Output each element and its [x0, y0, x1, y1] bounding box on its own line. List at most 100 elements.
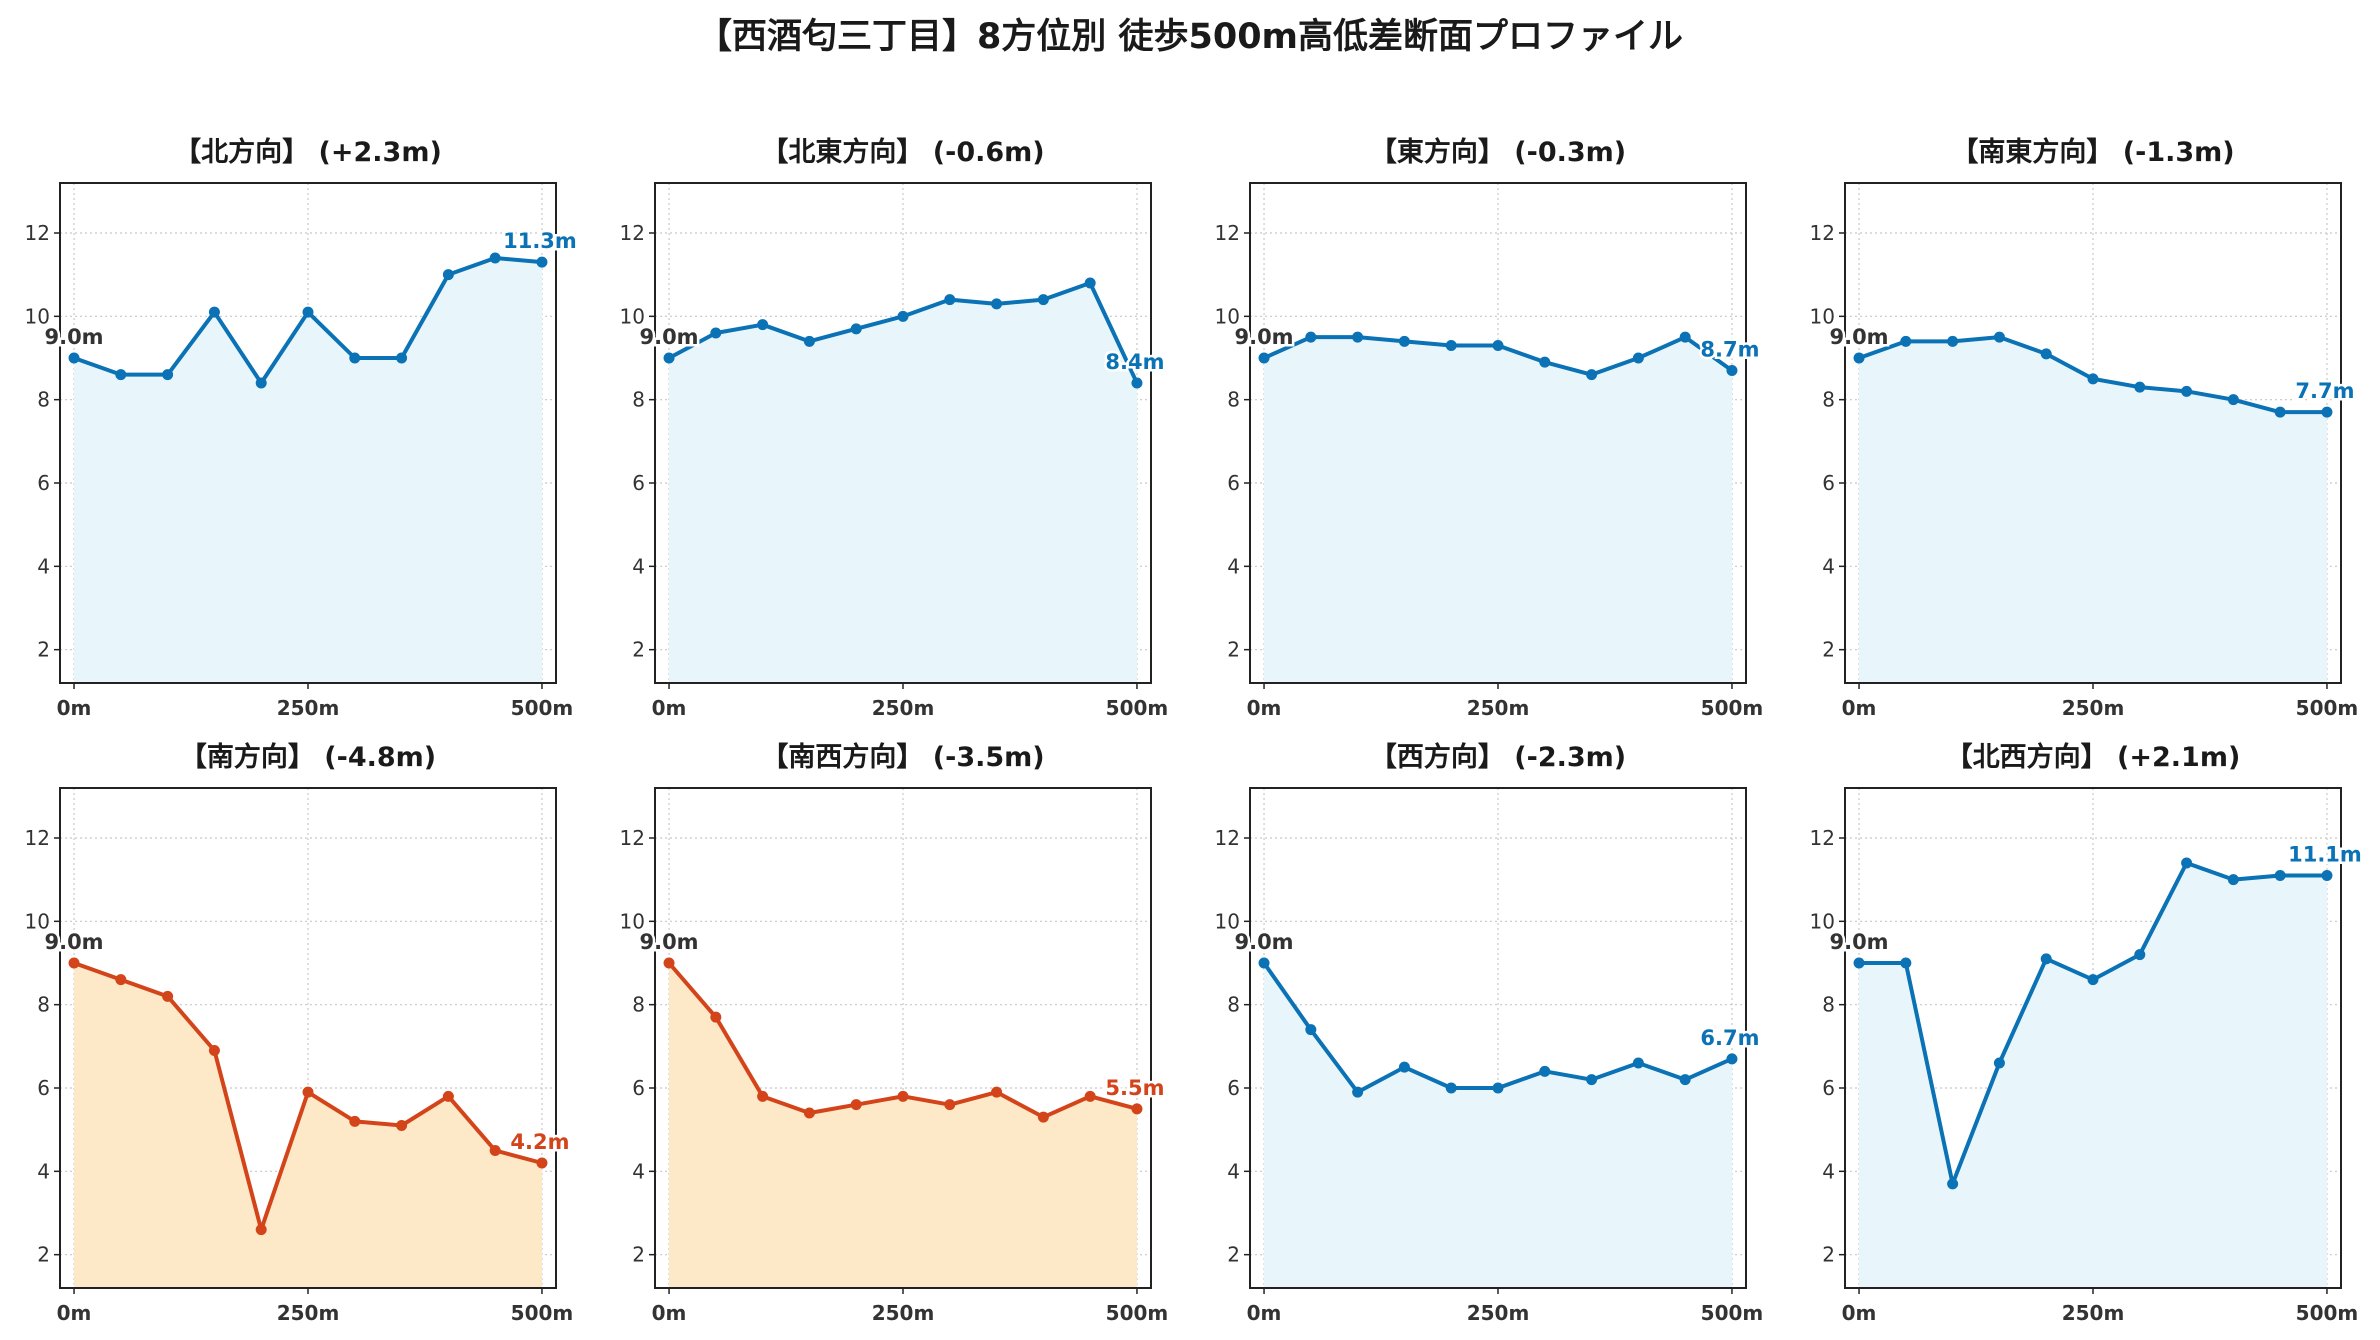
y-tick-label: 4	[632, 554, 645, 578]
x-tick-label: 0m	[1247, 1301, 1282, 1325]
data-point	[2134, 381, 2146, 393]
y-tick-label: 2	[37, 1243, 50, 1267]
data-point	[2134, 949, 2146, 961]
x-tick-label: 0m	[57, 1301, 92, 1325]
data-point	[2274, 406, 2286, 418]
data-point	[1947, 335, 1959, 347]
start-elevation-label: 9.0m	[1234, 930, 1293, 954]
y-tick-label: 2	[1822, 1243, 1835, 1267]
data-point	[115, 974, 127, 986]
area-fill	[74, 963, 542, 1288]
panel-title: 【南西方向】 (-3.5m)	[761, 741, 1044, 773]
y-tick-label: 6	[1227, 1076, 1240, 1100]
y-tick-label: 12	[620, 221, 645, 245]
y-tick-label: 6	[632, 1076, 645, 1100]
y-tick-label: 2	[37, 638, 50, 662]
data-point	[115, 369, 127, 381]
data-point	[255, 1224, 267, 1236]
y-tick-label: 10	[620, 304, 645, 328]
area-fill	[669, 963, 1137, 1288]
panel-title: 【東方向】 (-0.3m)	[1370, 136, 1626, 168]
data-point	[991, 1086, 1003, 1098]
data-point	[1084, 277, 1096, 289]
data-point	[757, 1090, 769, 1102]
x-tick-label: 250m	[2062, 1301, 2125, 1325]
data-point	[1445, 1082, 1457, 1094]
x-tick-label: 0m	[1842, 696, 1877, 720]
start-elevation-label: 9.0m	[1234, 325, 1293, 349]
y-tick-label: 4	[1227, 1159, 1240, 1183]
x-tick-label: 250m	[872, 1301, 935, 1325]
y-tick-label: 8	[632, 388, 645, 412]
x-tick-label: 0m	[1247, 696, 1282, 720]
y-tick-label: 4	[632, 1159, 645, 1183]
data-point	[1131, 1103, 1143, 1115]
start-elevation-label: 9.0m	[44, 930, 103, 954]
end-elevation-label: 6.7m	[1700, 1026, 1759, 1050]
y-tick-label: 6	[1822, 471, 1835, 495]
data-point	[2227, 394, 2239, 406]
data-point	[897, 310, 909, 322]
data-point	[2181, 857, 2193, 869]
y-tick-label: 4	[1822, 1159, 1835, 1183]
data-point	[1726, 365, 1738, 376]
y-tick-label: 10	[1810, 909, 1835, 933]
y-tick-label: 10	[25, 909, 50, 933]
x-tick-label: 0m	[652, 696, 687, 720]
data-point	[1352, 331, 1364, 343]
x-tick-label: 500m	[511, 696, 574, 720]
panel-1: 【北方向】 (+2.3m) 2 4 6 8 10 12 0m 250m 500m 9.0m 11.3m	[25, 136, 580, 720]
data-point	[489, 1145, 501, 1156]
y-tick-label: 12	[25, 221, 50, 245]
data-point	[2040, 348, 2052, 360]
start-elevation-label: 9.0m	[44, 325, 103, 349]
panel-2: 【北東方向】 (-0.6m) 2 4 6 8 10 12 0m 250m 500m 9.0m 8.4m	[620, 136, 1169, 720]
data-point	[208, 306, 220, 318]
y-tick-label: 6	[1227, 471, 1240, 495]
x-tick-label: 500m	[1106, 696, 1169, 720]
data-point	[208, 1045, 220, 1056]
y-tick-label: 12	[1215, 221, 1240, 245]
x-tick-label: 250m	[872, 696, 935, 720]
data-point	[68, 957, 80, 969]
end-elevation-label: 8.4m	[1105, 350, 1164, 374]
x-tick-label: 500m	[1106, 1301, 1169, 1325]
data-point	[1586, 1074, 1598, 1086]
x-tick-label: 250m	[277, 696, 340, 720]
data-point	[1947, 1178, 1959, 1190]
x-tick-label: 500m	[1701, 1301, 1764, 1325]
y-tick-label: 2	[632, 638, 645, 662]
end-elevation-label: 11.3m	[503, 229, 577, 253]
area-fill	[669, 283, 1137, 683]
data-point	[1352, 1086, 1364, 1098]
data-point	[1398, 335, 1410, 347]
data-point	[1037, 294, 1049, 306]
y-tick-label: 2	[1227, 1243, 1240, 1267]
panel-title: 【南方向】 (-4.8m)	[180, 741, 436, 773]
y-tick-label: 8	[1227, 993, 1240, 1017]
data-point	[1853, 957, 1865, 969]
start-elevation-label: 9.0m	[639, 325, 698, 349]
data-point	[536, 1157, 548, 1169]
data-point	[663, 957, 675, 969]
data-point	[1037, 1111, 1049, 1123]
y-tick-label: 8	[632, 993, 645, 1017]
panel-7: 【西方向】 (-2.3m) 2 4 6 8 10 12 0m 250m 500m 9.0m 6.7m	[1215, 741, 1764, 1325]
data-point	[1492, 340, 1504, 351]
data-point	[1632, 352, 1644, 364]
y-tick-label: 6	[37, 1076, 50, 1100]
data-point	[2087, 373, 2099, 385]
data-point	[2227, 874, 2239, 886]
data-point	[757, 319, 769, 331]
y-tick-label: 4	[37, 554, 50, 578]
x-tick-label: 250m	[1467, 696, 1530, 720]
x-tick-label: 500m	[511, 1301, 574, 1325]
data-point	[2087, 974, 2099, 986]
y-tick-label: 2	[1822, 638, 1835, 662]
data-point	[2181, 385, 2193, 397]
y-tick-label: 8	[1822, 388, 1835, 412]
data-point	[1993, 1057, 2005, 1069]
panel-3: 【東方向】 (-0.3m) 2 4 6 8 10 12 0m 250m 500m 9.0m 8.7m	[1215, 136, 1764, 720]
